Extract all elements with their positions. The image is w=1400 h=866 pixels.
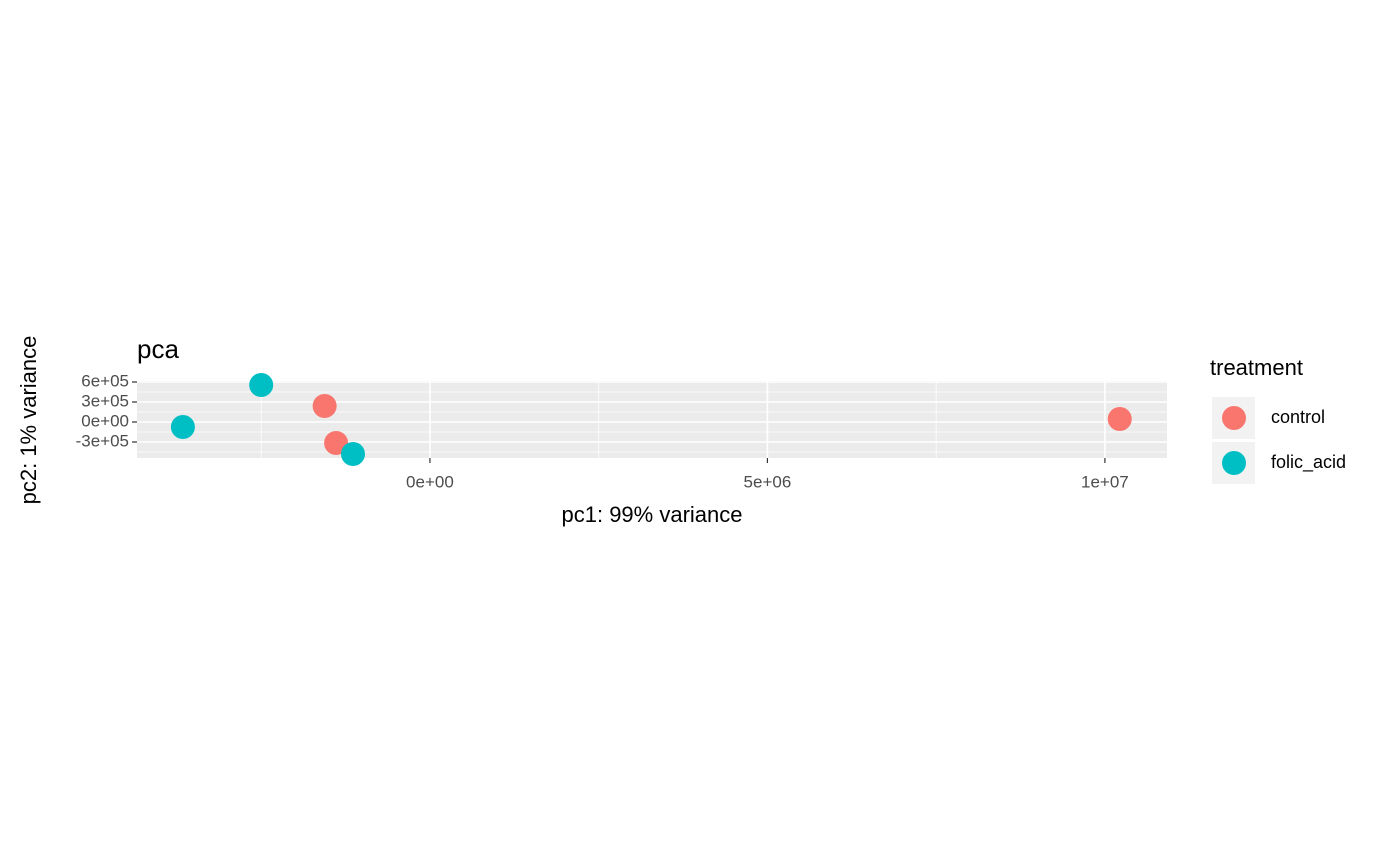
legend-marker <box>1222 451 1246 475</box>
y-tick-label: 3e+05 <box>81 391 129 410</box>
legend-label: control <box>1271 407 1325 427</box>
point <box>170 415 195 439</box>
panel <box>137 381 1167 458</box>
x-tick-label: 5e+06 <box>744 472 792 491</box>
x-axis-label: pc1: 99% variance <box>562 502 743 527</box>
legend-marker <box>1222 406 1246 430</box>
chart-title: pca <box>137 334 179 364</box>
x-tick-label: 0e+00 <box>406 472 454 491</box>
legend-title: treatment <box>1210 355 1303 380</box>
y-tick-label: -3e+05 <box>76 431 129 450</box>
point <box>340 442 365 466</box>
y-tick-label: 6e+05 <box>81 371 129 390</box>
point <box>1107 407 1132 431</box>
y-axis-label: pc2: 1% variance <box>16 336 41 505</box>
point <box>249 373 274 397</box>
legend-label: folic_acid <box>1271 452 1346 473</box>
y-tick-label: 0e+00 <box>81 411 129 430</box>
point <box>312 394 337 418</box>
x-tick-label: 1e+07 <box>1081 472 1129 491</box>
